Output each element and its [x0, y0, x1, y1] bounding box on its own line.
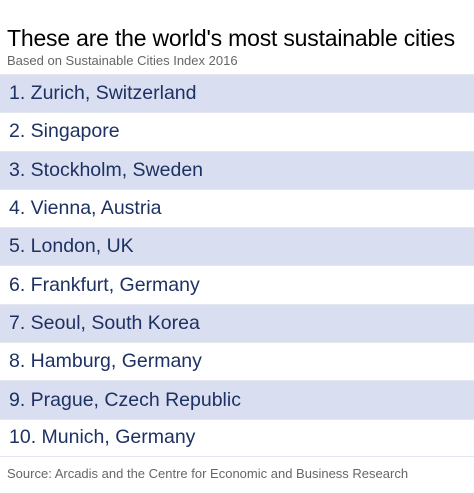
table-row: 1. Zurich, Switzerland: [0, 74, 474, 113]
table-row: 9. Prague, Czech Republic: [0, 380, 474, 419]
chart-subtitle: Based on Sustainable Cities Index 2016: [7, 53, 238, 68]
table-row: 7. Seoul, South Korea: [0, 303, 474, 343]
row-label: 1. Zurich, Switzerland: [9, 82, 197, 105]
row-label: 6. Frankfurt, Germany: [9, 273, 200, 296]
row-label: 2. Singapore: [9, 120, 120, 143]
row-label: 4. Vienna, Austria: [9, 197, 162, 220]
table-row: 10. Munich, Germany: [0, 418, 474, 457]
ranking-table: 1. Zurich, Switzerland 2. Singapore 3. S…: [0, 74, 474, 457]
chart-title: These are the world's most sustainable c…: [7, 25, 455, 51]
row-label: 5. London, UK: [9, 235, 134, 258]
table-row: 2. Singapore: [0, 112, 474, 151]
row-label: 9. Prague, Czech Republic: [9, 388, 241, 411]
row-label: 8. Hamburg, Germany: [9, 350, 202, 373]
table-row: 4. Vienna, Austria: [0, 188, 474, 228]
row-label: 7. Seoul, South Korea: [9, 311, 200, 334]
row-label: 3. Stockholm, Sweden: [9, 158, 204, 181]
table-row: 3. Stockholm, Sweden: [0, 150, 474, 189]
source-note: Source: Arcadis and the Centre for Econo…: [7, 466, 409, 481]
table-row: 5. London, UK: [0, 227, 474, 266]
row-label: 10. Munich, Germany: [9, 426, 196, 449]
table-row: 6. Frankfurt, Germany: [0, 265, 474, 304]
table-row: 8. Hamburg, Germany: [0, 342, 474, 381]
